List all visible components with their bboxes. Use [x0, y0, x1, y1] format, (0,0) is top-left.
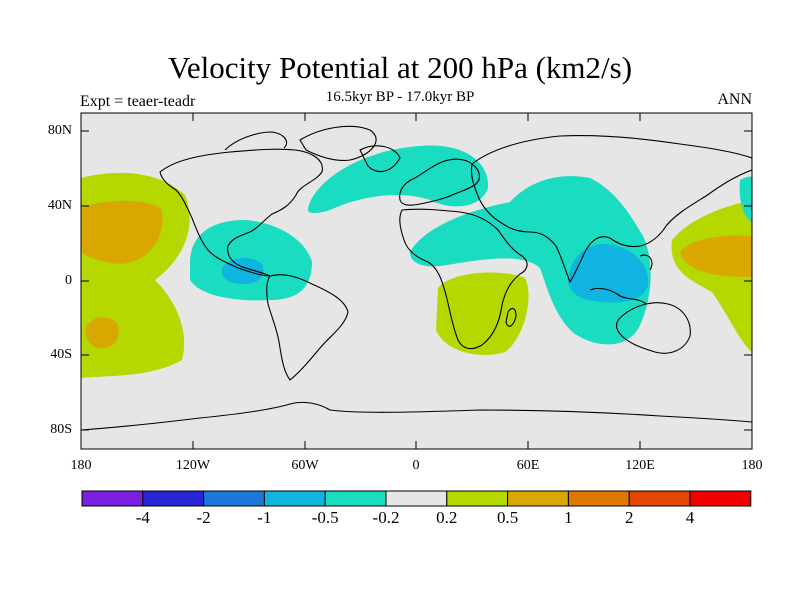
contour-positive-strong-edge: [81, 232, 90, 250]
lon-label-0: 0: [412, 458, 420, 473]
colorbar-swatch-3: [263, 490, 326, 507]
contour-negative-strong-central-america: [221, 258, 264, 284]
lon-label-120e: 120E: [625, 458, 655, 473]
colorbar-label-6: 0.5: [496, 508, 519, 527]
lat-label-80s: 80S: [50, 422, 72, 437]
contour-positive-strong-north-pacific: [81, 200, 163, 264]
contour-negative-north-atlantic: [308, 145, 489, 213]
colorbar-swatch-8: [567, 490, 630, 507]
colorbar-label-1: -2: [196, 508, 211, 527]
experiment-label: Expt = teaer-teadr: [80, 93, 196, 110]
colorbar-swatch-10: [689, 490, 752, 507]
lat-label-40s: 40S: [50, 347, 72, 362]
contour-negative-edge-pacific: [739, 176, 752, 222]
lat-label-80n: 80N: [47, 123, 72, 138]
chart-subtitle: 16.5kyr BP - 17.0kyr BP: [325, 89, 475, 105]
lat-label-40n: 40N: [47, 198, 72, 213]
lon-label-180w: 180: [70, 458, 92, 473]
colorbar-label-9: 4: [685, 508, 695, 527]
colorbar-swatch-6: [446, 490, 509, 507]
colorbar-label-0: -4: [135, 508, 150, 527]
colorbar: [81, 490, 752, 507]
colorbar-swatch-7: [507, 490, 569, 507]
colorbar-label-7: 1: [564, 508, 573, 527]
lon-label-120w: 120W: [175, 458, 211, 473]
lon-label-60w: 60W: [291, 458, 319, 473]
colorbar-label-5: 0.2: [436, 508, 458, 527]
colorbar-label-2: -1: [257, 508, 272, 527]
season-label: ANN: [717, 91, 752, 108]
tick-marks: [81, 113, 752, 449]
contour-negative-eurasia-indian: [410, 176, 651, 345]
contour-positive-strong-west-pacific: [680, 235, 752, 277]
coastlines: [81, 125, 752, 431]
contour-negative-strong-maritime: [568, 244, 649, 303]
colorbar-swatch-4: [324, 490, 387, 507]
colorbar-swatch-5: [385, 490, 448, 507]
colorbar-swatch-1: [142, 490, 205, 507]
colorbar-label-3: -0.5: [311, 508, 339, 527]
colorbar-swatch-9: [628, 490, 691, 507]
colorbar-label-8: 2: [624, 508, 634, 527]
colorbar-label-4: -0.2: [372, 508, 400, 527]
colorbar-swatch-2: [203, 490, 265, 507]
contour-positive-strong-south-pacific: [85, 317, 119, 349]
lon-label-60e: 60E: [516, 458, 540, 473]
colorbar-swatch-0: [81, 490, 144, 507]
chart-title: Velocity Potential at 200 hPa (km2/s): [167, 50, 633, 85]
lon-label-180e: 180: [741, 458, 763, 473]
contour-fields: [81, 125, 752, 431]
lat-label-0: 0: [65, 273, 72, 288]
